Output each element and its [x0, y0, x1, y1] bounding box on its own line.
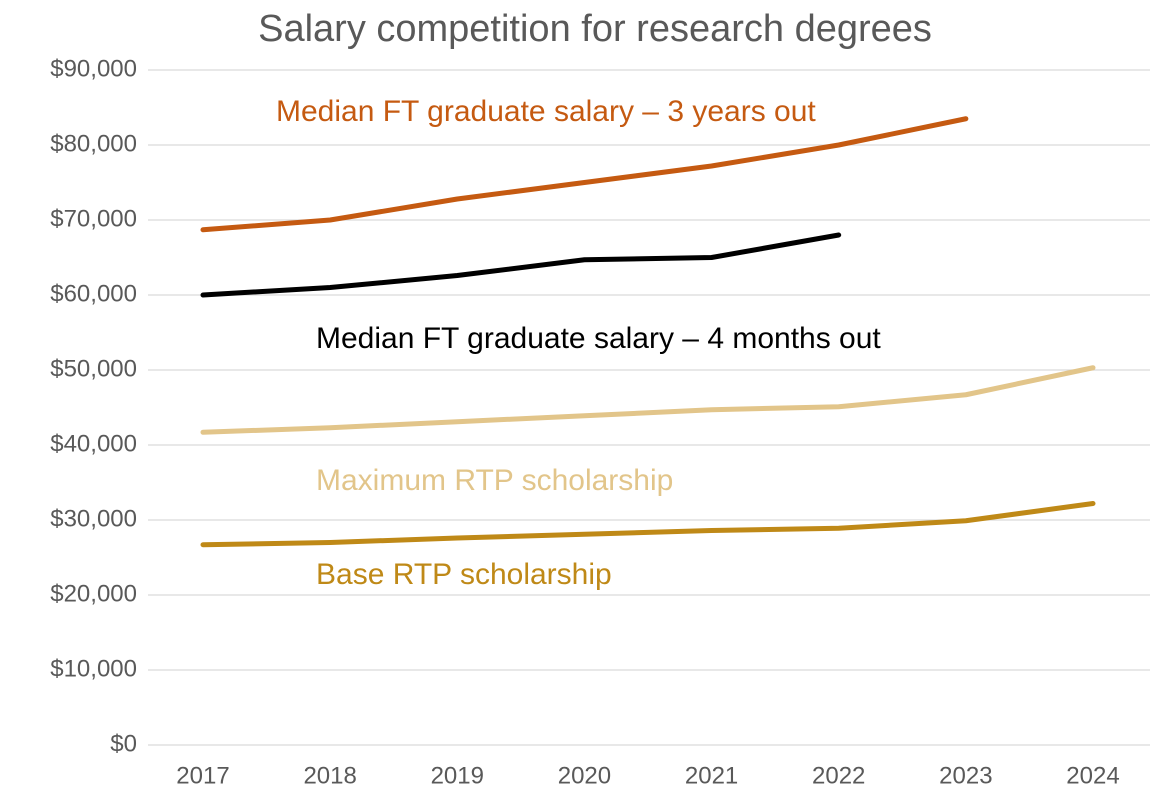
- y-tick-label: $30,000: [50, 505, 137, 532]
- series-label: Maximum RTP scholarship: [316, 464, 673, 497]
- series-line: [200, 116, 969, 233]
- x-tick-label: 2023: [939, 762, 992, 789]
- y-tick-label: $80,000: [50, 130, 137, 157]
- x-tick-label: 2020: [558, 762, 611, 789]
- x-tick-label: 2022: [812, 762, 865, 789]
- y-tick-label: $70,000: [50, 205, 137, 232]
- series-label: Median FT graduate salary – 4 months out: [316, 322, 881, 355]
- x-tick-label: 2024: [1066, 762, 1119, 789]
- chart-title: Salary competition for research degrees: [258, 8, 932, 50]
- y-tick-label: $10,000: [50, 655, 137, 682]
- x-tick-label: 2021: [685, 762, 738, 789]
- y-tick-label: $50,000: [50, 355, 137, 382]
- series-label: Base RTP scholarship: [316, 558, 612, 591]
- y-tick-label: $40,000: [50, 430, 137, 457]
- x-tick-label: 2018: [303, 762, 356, 789]
- y-tick-label: $0: [110, 730, 137, 757]
- series-label: Median FT graduate salary – 3 years out: [276, 95, 816, 128]
- y-tick-label: $20,000: [50, 580, 137, 607]
- series-line: [200, 232, 842, 298]
- y-tick-label: $60,000: [50, 280, 137, 307]
- series-line: [200, 365, 1096, 435]
- x-tick-label: 2017: [176, 762, 229, 789]
- x-tick-label: 2019: [431, 762, 484, 789]
- y-tick-label: $90,000: [50, 55, 137, 82]
- series-line: [200, 501, 1096, 548]
